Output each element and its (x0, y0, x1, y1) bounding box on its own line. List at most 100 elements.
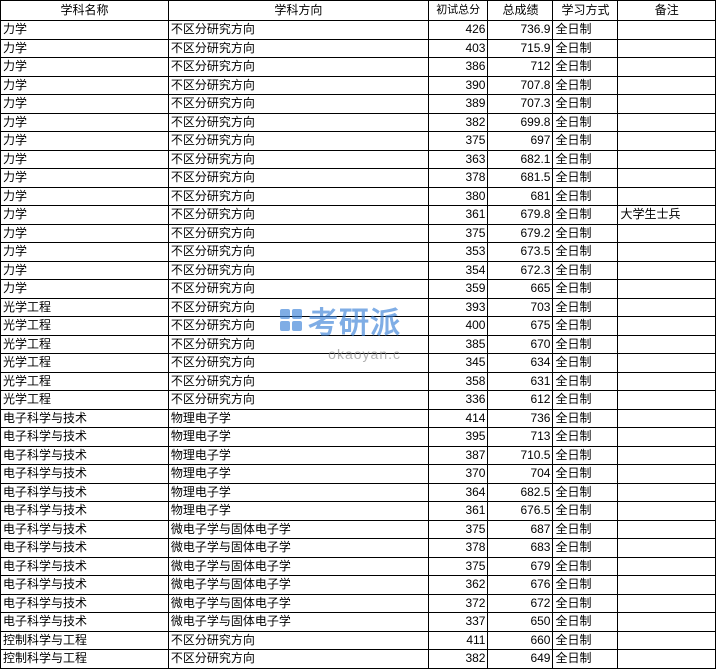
cell-subject: 光学工程 (1, 372, 169, 391)
table-row: 光学工程不区分研究方向345634全日制 (1, 354, 716, 373)
table-row: 光学工程不区分研究方向400675全日制 (1, 317, 716, 336)
cell-studymode: 全日制 (553, 557, 618, 576)
cell-direction: 不区分研究方向 (168, 391, 428, 410)
cell-initscore: 358 (428, 372, 488, 391)
table-row: 力学不区分研究方向380681全日制 (1, 187, 716, 206)
table-row: 电子科学与技术微电子学与固体电子学337650全日制 (1, 613, 716, 632)
cell-subject: 电子科学与技术 (1, 576, 169, 595)
cell-note (618, 113, 716, 132)
cell-totalscore: 672 (488, 594, 553, 613)
cell-totalscore: 670 (488, 335, 553, 354)
cell-studymode: 全日制 (553, 520, 618, 539)
cell-subject: 电子科学与技术 (1, 465, 169, 484)
cell-initscore: 387 (428, 446, 488, 465)
cell-subject: 力学 (1, 39, 169, 58)
cell-note (618, 520, 716, 539)
table-row: 电子科学与技术物理电子学395713全日制 (1, 428, 716, 447)
cell-totalscore: 736 (488, 409, 553, 428)
cell-totalscore: 679 (488, 557, 553, 576)
cell-note (618, 576, 716, 595)
cell-initscore: 400 (428, 317, 488, 336)
cell-note (618, 650, 716, 669)
cell-initscore: 375 (428, 224, 488, 243)
cell-subject: 电子科学与技术 (1, 539, 169, 558)
cell-totalscore: 707.8 (488, 76, 553, 95)
cell-totalscore: 707.3 (488, 95, 553, 114)
cell-subject: 力学 (1, 150, 169, 169)
cell-totalscore: 665 (488, 280, 553, 299)
cell-subject: 电子科学与技术 (1, 483, 169, 502)
cell-subject: 力学 (1, 132, 169, 151)
cell-note (618, 594, 716, 613)
cell-studymode: 全日制 (553, 409, 618, 428)
cell-initscore: 403 (428, 39, 488, 58)
cell-initscore: 372 (428, 594, 488, 613)
table-row: 电子科学与技术物理电子学361676.5全日制 (1, 502, 716, 521)
table-row: 电子科学与技术物理电子学364682.5全日制 (1, 483, 716, 502)
col-header-studymode: 学习方式 (553, 1, 618, 21)
cell-direction: 不区分研究方向 (168, 317, 428, 336)
cell-subject: 电子科学与技术 (1, 409, 169, 428)
cell-note (618, 502, 716, 521)
cell-initscore: 336 (428, 391, 488, 410)
cell-note (618, 428, 716, 447)
cell-totalscore: 649 (488, 650, 553, 669)
cell-totalscore: 676 (488, 576, 553, 595)
cell-studymode: 全日制 (553, 576, 618, 595)
table-row: 电子科学与技术物理电子学370704全日制 (1, 465, 716, 484)
table-row: 电子科学与技术微电子学与固体电子学375679全日制 (1, 557, 716, 576)
cell-studymode: 全日制 (553, 502, 618, 521)
cell-initscore: 426 (428, 21, 488, 40)
cell-studymode: 全日制 (553, 354, 618, 373)
cell-totalscore: 687 (488, 520, 553, 539)
cell-direction: 物理电子学 (168, 483, 428, 502)
cell-studymode: 全日制 (553, 187, 618, 206)
cell-studymode: 全日制 (553, 391, 618, 410)
cell-subject: 力学 (1, 169, 169, 188)
cell-direction: 不区分研究方向 (168, 280, 428, 299)
cell-initscore: 389 (428, 95, 488, 114)
cell-totalscore: 634 (488, 354, 553, 373)
cell-direction: 不区分研究方向 (168, 650, 428, 669)
cell-direction: 不区分研究方向 (168, 243, 428, 262)
cell-studymode: 全日制 (553, 483, 618, 502)
cell-direction: 物理电子学 (168, 446, 428, 465)
cell-totalscore: 715.9 (488, 39, 553, 58)
table-row: 电子科学与技术微电子学与固体电子学362676全日制 (1, 576, 716, 595)
cell-direction: 不区分研究方向 (168, 39, 428, 58)
table-row: 力学不区分研究方向354672.3全日制 (1, 261, 716, 280)
cell-direction: 不区分研究方向 (168, 113, 428, 132)
cell-initscore: 390 (428, 76, 488, 95)
cell-note (618, 280, 716, 299)
cell-initscore: 385 (428, 335, 488, 354)
table-row: 光学工程不区分研究方向393703全日制 (1, 298, 716, 317)
cell-direction: 不区分研究方向 (168, 187, 428, 206)
cell-subject: 电子科学与技术 (1, 428, 169, 447)
cell-direction: 微电子学与固体电子学 (168, 539, 428, 558)
table-row: 力学不区分研究方向359665全日制 (1, 280, 716, 299)
cell-studymode: 全日制 (553, 613, 618, 632)
cell-studymode: 全日制 (553, 372, 618, 391)
cell-studymode: 全日制 (553, 465, 618, 484)
table-row: 力学不区分研究方向375679.2全日制 (1, 224, 716, 243)
cell-direction: 不区分研究方向 (168, 21, 428, 40)
cell-totalscore: 612 (488, 391, 553, 410)
cell-initscore: 354 (428, 261, 488, 280)
cell-note (618, 243, 716, 262)
cell-totalscore: 697 (488, 132, 553, 151)
cell-subject: 光学工程 (1, 391, 169, 410)
cell-studymode: 全日制 (553, 169, 618, 188)
cell-direction: 不区分研究方向 (168, 261, 428, 280)
cell-note (618, 335, 716, 354)
cell-direction: 物理电子学 (168, 428, 428, 447)
cell-studymode: 全日制 (553, 113, 618, 132)
cell-studymode: 全日制 (553, 261, 618, 280)
cell-note (618, 224, 716, 243)
cell-studymode: 全日制 (553, 58, 618, 77)
cell-note (618, 39, 716, 58)
table-row: 力学不区分研究方向426736.9全日制 (1, 21, 716, 40)
data-table-wrap: 学科名称 学科方向 初试总分 总成绩 学习方式 备注 力学不区分研究方向4267… (0, 0, 716, 669)
cell-note (618, 95, 716, 114)
cell-note (618, 317, 716, 336)
cell-totalscore: 673.5 (488, 243, 553, 262)
